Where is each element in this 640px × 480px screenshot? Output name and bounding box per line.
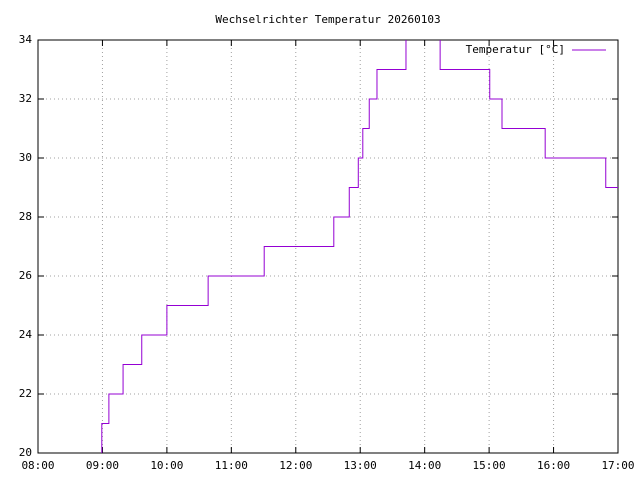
x-tick-label: 08:00: [21, 459, 54, 472]
y-tick-label: 26: [19, 269, 32, 282]
x-tick-label: 14:00: [408, 459, 441, 472]
plot-border: [37, 39, 619, 454]
y-tick-label: 28: [19, 210, 32, 223]
y-tick-label: 20: [19, 446, 32, 459]
y-tick-label: 24: [19, 328, 33, 341]
y-tick-label: 34: [19, 33, 33, 46]
y-tick-label: 22: [19, 387, 32, 400]
x-tick-label: 16:00: [537, 459, 570, 472]
chart-title: Wechselrichter Temperatur 20260103: [215, 13, 440, 26]
legend-label: Temperatur [°C]: [466, 43, 565, 56]
x-tick-label: 13:00: [344, 459, 377, 472]
x-tick-label: 09:00: [86, 459, 119, 472]
x-tick-label: 10:00: [150, 459, 183, 472]
x-tick-label: 12:00: [279, 459, 312, 472]
y-tick-label: 32: [19, 92, 32, 105]
x-tick-label: 11:00: [215, 459, 248, 472]
x-tick-label: 17:00: [601, 459, 634, 472]
y-tick-label: 30: [19, 151, 32, 164]
data-line: [101, 40, 618, 453]
x-tick-label: 15:00: [473, 459, 506, 472]
